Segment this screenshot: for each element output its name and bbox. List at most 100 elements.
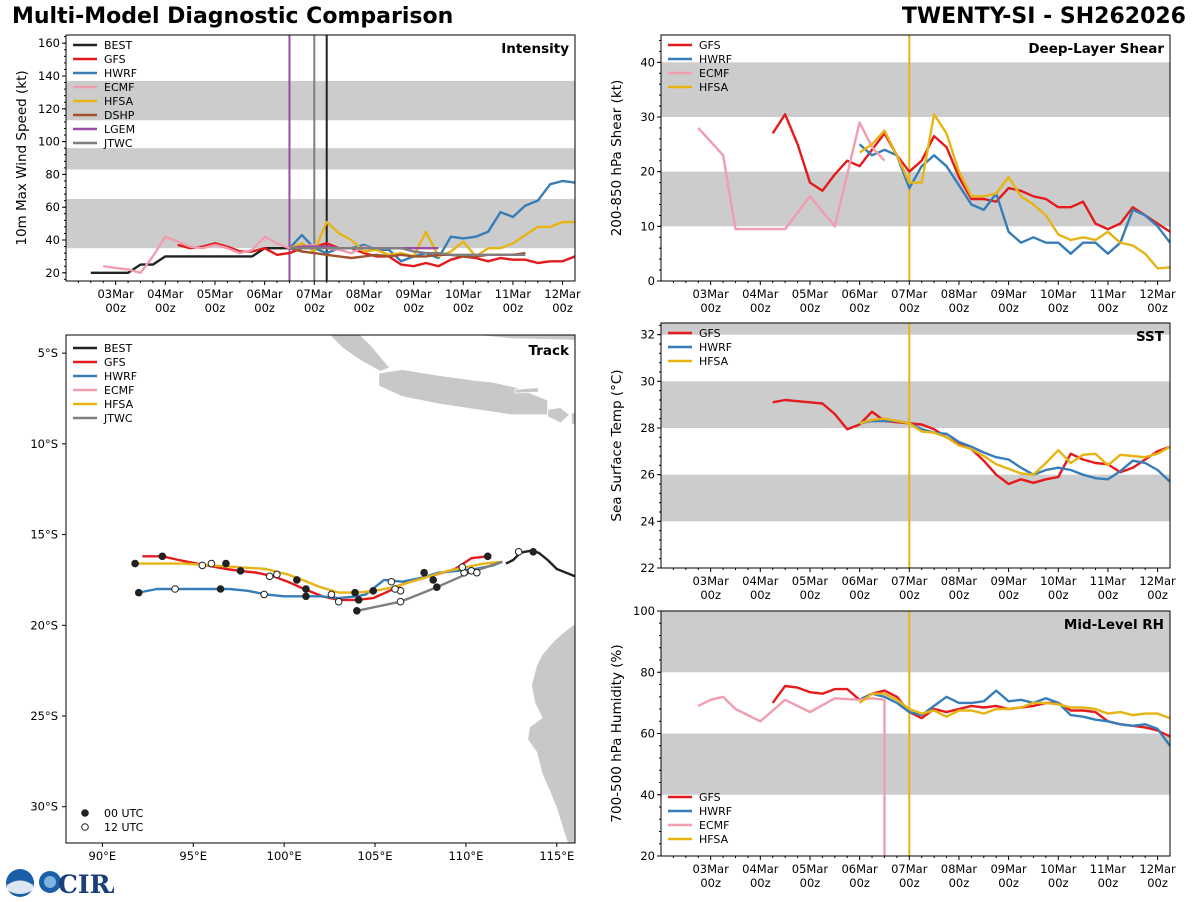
rh-x-tick-label: 00z	[700, 876, 721, 890]
land-bali	[547, 407, 571, 424]
shear-y-tick-label: 10	[640, 219, 655, 233]
shear-series-hfsa	[858, 113, 1170, 270]
sst-frame	[660, 322, 1171, 569]
rh-series-hfsa	[858, 692, 1170, 720]
track-panel-title: Track	[529, 343, 570, 359]
shear-x-tick-label: 08Mar	[941, 287, 978, 301]
intensity-plot-area	[66, 35, 575, 281]
rh-x-tick-label: 05Mar	[792, 862, 829, 876]
shear-x-tick-label: 00z	[750, 301, 771, 315]
track-point-hwrf	[216, 585, 225, 593]
storm-id-title: TWENTY-SI - SH262026	[901, 4, 1186, 29]
land-sumatra	[329, 335, 391, 372]
sst-band	[661, 381, 1170, 428]
intensity-y-tick-label: 40	[45, 233, 60, 247]
track-point-hfsa	[273, 570, 281, 579]
cira-logo: CIRA	[4, 866, 130, 899]
intensity-y-tick-label: 160	[38, 36, 60, 50]
rh-panel: 2040608010003Mar00z04Mar00z05Mar00z06Mar…	[609, 604, 1176, 890]
track-point-gfs	[265, 572, 274, 581]
track-marker-legend-symbol	[81, 823, 89, 831]
land-western-australia	[527, 623, 575, 843]
intensity-x-tick-label: 07Mar	[296, 287, 333, 301]
rh-y-tick-label: 20	[640, 849, 655, 863]
rh-x-tick-label: 00z	[800, 876, 821, 890]
track-point-best	[529, 548, 537, 556]
rh-x-tick-label: 09Mar	[990, 862, 1027, 876]
sst-x-tick-label: 00z	[1098, 588, 1119, 602]
shear-series-ecmf	[697, 121, 886, 231]
track-point-hwrf	[134, 588, 143, 597]
track-panel: 90°E 95°E 100°E 105°E 110°E 115°E 5°S 10°S 15°S 2…	[30, 334, 576, 863]
track-point-gfs	[334, 597, 343, 606]
track-y-tick-label: 5°S	[38, 346, 58, 360]
intensity-x-tick-label: 00z	[552, 301, 573, 315]
intensity-x-tick-label: 00z	[155, 301, 176, 315]
track-x-tick-label: 90°E	[89, 849, 117, 863]
intensity-series-jtwc	[289, 246, 526, 257]
land-borneo	[474, 335, 575, 341]
intensity-x-tick-label: 10Mar	[445, 287, 482, 301]
intensity-y-tick-label: 20	[45, 266, 60, 280]
track-frame	[65, 334, 576, 844]
rh-band	[661, 733, 1170, 795]
shear-x-tick-label: 00z	[1048, 301, 1069, 315]
shear-series-hwrf	[858, 143, 1170, 255]
shear-plot-area	[661, 35, 1170, 281]
rh-x-tick-label: 07Mar	[891, 862, 928, 876]
track-point-jtwc	[353, 606, 361, 615]
sst-band	[661, 323, 1170, 335]
land-java	[378, 369, 549, 416]
rh-x-tick-label: 00z	[750, 876, 771, 890]
track-point-gfs	[369, 587, 378, 595]
track-y-tick-label: 30°S	[30, 800, 58, 814]
rh-x-tick-label: 00z	[849, 876, 870, 890]
track-point-jtwc	[396, 597, 405, 606]
sst-series-hwrf	[859, 419, 1170, 483]
sst-y-axis-label: Sea Surface Temp (°C)	[609, 369, 625, 521]
track-marker-legend-label: 00 UTC	[104, 807, 144, 820]
intensity-y-tick-label: 120	[38, 102, 60, 116]
rh-y-tick-label: 100	[633, 604, 655, 618]
rh-x-tick-label: 00z	[949, 876, 970, 890]
intensity-panel: 2040608010012014016003Mar00z04Mar00z05Ma…	[14, 34, 581, 315]
sst-x-tick-label: 08Mar	[941, 574, 978, 588]
sst-plot-area	[661, 323, 1170, 568]
rh-y-tick-label: 60	[640, 727, 655, 741]
track-point-hfsa	[351, 588, 359, 597]
track-point-hwrf	[327, 590, 336, 599]
intensity-x-tick-label: 06Mar	[246, 287, 283, 301]
track-plot-area	[131, 335, 575, 843]
intensity-legend-label-ecmf: ECMF	[104, 81, 134, 94]
track-legend-label-hwrf: HWRF	[104, 370, 137, 383]
track-point-hfsa	[293, 576, 301, 584]
track-point-gfs	[483, 552, 492, 561]
sst-x-tick-label: 00z	[998, 588, 1019, 602]
intensity-x-tick-label: 04Mar	[147, 287, 184, 301]
rh-x-tick-label: 00z	[899, 876, 920, 890]
intensity-x-tick-label: 08Mar	[346, 287, 383, 301]
intensity-series-best	[90, 246, 290, 274]
track-y-tick-label: 20°S	[30, 618, 58, 632]
land-madura	[514, 387, 539, 394]
rh-legend-label-hfsa: HFSA	[699, 833, 729, 846]
rh-legend-label-hwrf: HWRF	[699, 805, 732, 818]
rh-y-axis-label: 700-500 hPa Humidity (%)	[609, 644, 625, 822]
rh-x-tick-label: 03Mar	[692, 862, 729, 876]
shear-frame	[660, 34, 1171, 282]
shear-band	[661, 62, 1170, 117]
intensity-legend-label-lgem: LGEM	[104, 123, 135, 136]
shear-x-tick-label: 09Mar	[990, 287, 1027, 301]
track-x-tick-label: 95°E	[179, 849, 207, 863]
shear-legend-label-ecmf: ECMF	[699, 67, 729, 80]
rh-x-tick-label: 00z	[998, 876, 1019, 890]
track-point-hwrf	[354, 596, 363, 604]
figure-title: Multi-Model Diagnostic Comparison	[12, 4, 454, 29]
sst-x-tick-label: 00z	[700, 588, 721, 602]
sst-x-tick-label: 03Mar	[692, 574, 729, 588]
rh-x-tick-label: 10Mar	[1040, 862, 1077, 876]
track-point-hfsa	[391, 585, 399, 593]
intensity-legend-label-jtwc: JTWC	[103, 137, 133, 150]
shear-x-tick-label: 00z	[1098, 301, 1119, 315]
intensity-x-tick-label: 09Mar	[395, 287, 432, 301]
